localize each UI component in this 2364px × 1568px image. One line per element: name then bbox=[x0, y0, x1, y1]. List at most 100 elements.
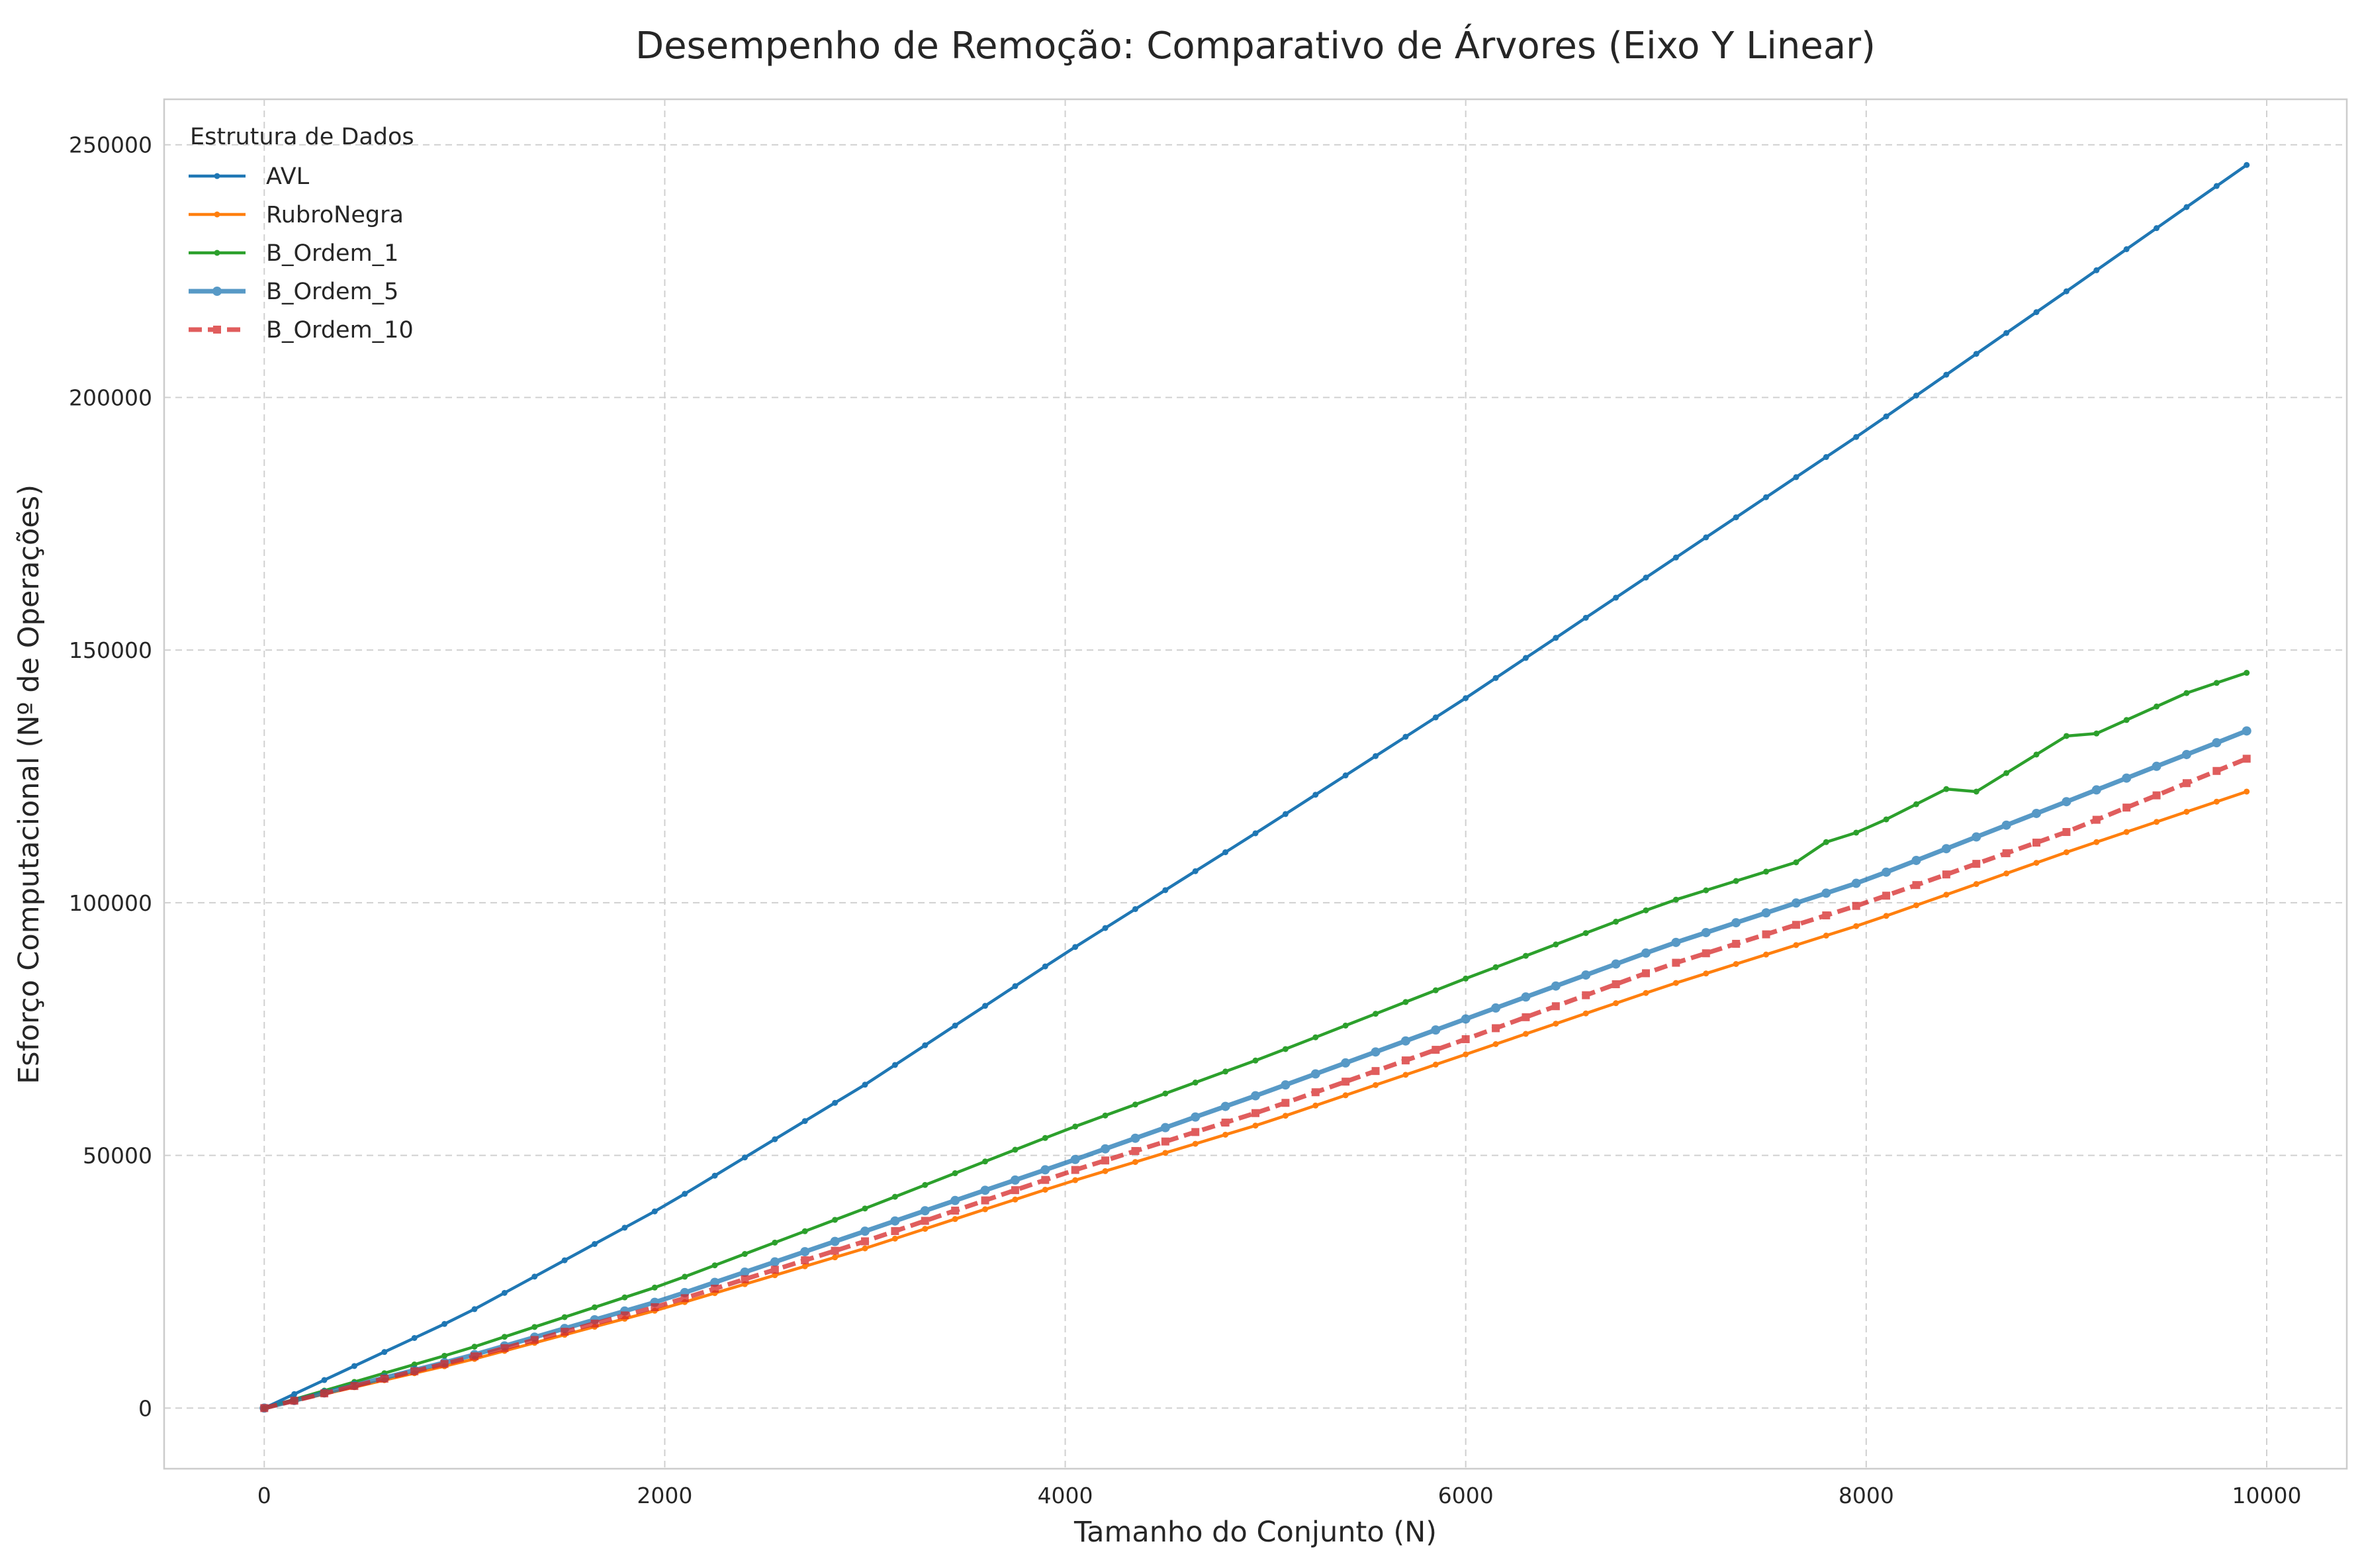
data-point bbox=[1070, 1154, 1080, 1164]
data-point bbox=[2181, 749, 2191, 759]
data-point bbox=[711, 1262, 718, 1269]
x-tick-label: 6000 bbox=[1438, 1483, 1494, 1508]
data-point bbox=[1012, 983, 1019, 990]
data-point bbox=[1761, 908, 1771, 918]
data-point bbox=[890, 1216, 900, 1226]
data-point bbox=[1282, 1046, 1289, 1052]
data-point bbox=[1132, 1159, 1138, 1166]
data-point bbox=[1883, 816, 1889, 823]
data-point bbox=[832, 1254, 839, 1261]
data-point bbox=[1282, 1113, 1289, 1119]
data-point bbox=[1643, 907, 1649, 913]
data-point bbox=[2063, 288, 2069, 295]
legend-item bbox=[189, 287, 246, 296]
data-point bbox=[592, 1304, 598, 1311]
data-point bbox=[1972, 860, 1981, 868]
data-point bbox=[441, 1320, 448, 1327]
data-point bbox=[1553, 941, 1559, 948]
data-point bbox=[1281, 1080, 1291, 1090]
data-point bbox=[1251, 1091, 1260, 1101]
data-point bbox=[1312, 1102, 1319, 1109]
data-point bbox=[1791, 898, 1801, 908]
data-point bbox=[1851, 878, 1861, 888]
data-point bbox=[1102, 1112, 1109, 1119]
data-point bbox=[1312, 1034, 1319, 1040]
data-point bbox=[1042, 1134, 1048, 1141]
data-point bbox=[1342, 1022, 1349, 1029]
data-point bbox=[1132, 1101, 1138, 1108]
data-point bbox=[290, 1397, 298, 1405]
data-point bbox=[862, 1082, 868, 1088]
data-point bbox=[291, 1391, 298, 1397]
data-point bbox=[1191, 1128, 1200, 1136]
data-point bbox=[590, 1319, 599, 1328]
data-point bbox=[1432, 1061, 1439, 1068]
plot-area bbox=[163, 98, 2348, 1470]
data-point bbox=[891, 1062, 898, 1068]
data-point bbox=[530, 1336, 539, 1344]
data-point bbox=[1400, 1036, 1410, 1046]
data-point bbox=[1823, 839, 1829, 845]
data-point bbox=[1581, 970, 1591, 980]
data-point bbox=[1672, 554, 1679, 561]
data-point bbox=[1613, 1000, 1619, 1007]
data-point bbox=[1102, 925, 1109, 931]
data-point bbox=[682, 1273, 688, 1280]
data-point bbox=[1911, 855, 1921, 865]
data-point bbox=[1310, 1069, 1320, 1079]
y-tick-label: 50000 bbox=[83, 1143, 152, 1169]
x-tick-label: 4000 bbox=[1038, 1483, 1093, 1508]
data-point bbox=[1252, 1057, 1259, 1064]
data-point bbox=[1402, 999, 1409, 1005]
data-point bbox=[2244, 670, 2250, 676]
data-point bbox=[832, 1099, 839, 1106]
data-point bbox=[1733, 878, 1739, 884]
data-point bbox=[1341, 1078, 1350, 1086]
data-point bbox=[621, 1294, 628, 1301]
data-point bbox=[501, 1334, 508, 1340]
chart-title: Desempenho de Remoção: Comparativo de Ár… bbox=[635, 24, 1876, 68]
data-point bbox=[952, 1022, 958, 1029]
data-point bbox=[2093, 267, 2100, 273]
data-point bbox=[1853, 434, 1860, 440]
data-point bbox=[651, 1284, 658, 1291]
data-point bbox=[651, 1208, 658, 1215]
data-point bbox=[1941, 844, 1951, 854]
data-point bbox=[1913, 902, 1919, 909]
data-point bbox=[1672, 896, 1679, 903]
data-point bbox=[1071, 1166, 1079, 1174]
data-point bbox=[651, 1303, 659, 1311]
data-point bbox=[621, 1224, 628, 1231]
data-point bbox=[921, 1217, 929, 1225]
data-point bbox=[2152, 791, 2161, 800]
axis-ticks: 0 2000 4000 6000 8000 10000050000100000150000… bbox=[69, 132, 2301, 1508]
legend-label: B_Ordem_10 bbox=[266, 317, 414, 344]
data-point bbox=[1161, 1137, 1169, 1146]
data-point bbox=[1731, 918, 1741, 928]
data-point bbox=[711, 1285, 719, 1293]
data-point bbox=[2183, 204, 2190, 210]
data-point bbox=[2001, 820, 2011, 830]
x-tick-label: 0 bbox=[257, 1483, 271, 1508]
data-point bbox=[1582, 991, 1590, 999]
data-point bbox=[1763, 868, 1770, 875]
data-point bbox=[772, 1239, 778, 1246]
data-point bbox=[922, 1181, 929, 1188]
data-point bbox=[981, 1196, 989, 1205]
data-point bbox=[801, 1228, 808, 1234]
data-point bbox=[1732, 939, 1741, 948]
series-b-ordem-10 bbox=[260, 755, 2251, 1412]
data-point bbox=[320, 1389, 329, 1398]
data-point bbox=[1102, 1168, 1109, 1174]
series-avl bbox=[261, 161, 2250, 1411]
data-point bbox=[1012, 1196, 1019, 1203]
data-point bbox=[801, 1263, 808, 1269]
data-point bbox=[1132, 905, 1138, 912]
data-point bbox=[2033, 751, 2040, 758]
data-point bbox=[1972, 832, 1981, 842]
data-point bbox=[1101, 1156, 1110, 1165]
legend-marker bbox=[214, 250, 220, 256]
data-point bbox=[770, 1266, 779, 1274]
data-point bbox=[531, 1324, 538, 1330]
data-point bbox=[1162, 1090, 1169, 1097]
